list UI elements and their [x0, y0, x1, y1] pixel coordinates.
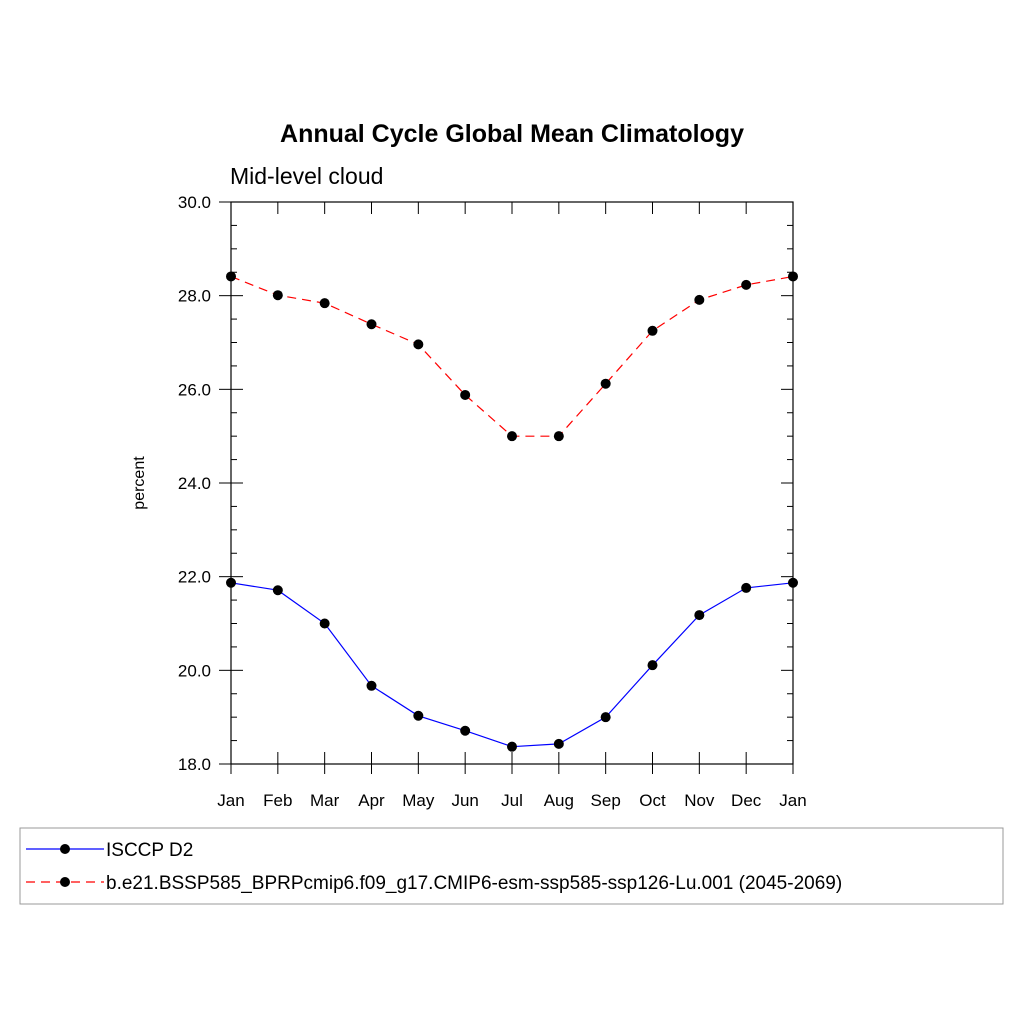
- series-0-point: [553, 738, 564, 749]
- series-0-point: [226, 577, 236, 588]
- series-0-point: [647, 660, 658, 671]
- y-tick-label: 30.0: [178, 193, 211, 212]
- legend: ISCCP D2 b.e21.BSSP585_BPRPcmip6.f09_g17.…: [19, 827, 1004, 905]
- series-layer: [226, 271, 798, 752]
- series-0-point: [507, 741, 517, 752]
- series-1-point: [553, 431, 564, 442]
- legend-label-0: ISCCP D2: [106, 840, 193, 861]
- y-tick-label: 26.0: [178, 380, 211, 399]
- x-tick-label: May: [402, 791, 435, 810]
- series-0-point: [272, 585, 283, 596]
- y-tick-label: 22.0: [178, 568, 211, 587]
- x-tick-label: Nov: [684, 791, 715, 810]
- series-0-point: [319, 618, 330, 629]
- series-1-point: [694, 294, 705, 305]
- axes-layer: 18.0 20.0 22.0 24.0 26.0 28.0 30.0 Jan Feb Mar Apr…: [178, 193, 807, 810]
- x-tick-label: Mar: [310, 791, 340, 810]
- series-1-point: [507, 431, 517, 442]
- legend-label-1: b.e21.BSSP585_BPRPcmip6.f09_g17.CMIP6-es…: [106, 873, 842, 894]
- legend-marker-1: [60, 877, 70, 887]
- series-0-point: [460, 725, 471, 736]
- series-1-point: [741, 279, 752, 290]
- x-tick-label: Apr: [358, 791, 385, 810]
- x-tick-label: Aug: [544, 791, 574, 810]
- series-0-point: [788, 577, 798, 588]
- series-1-point: [413, 339, 424, 350]
- series-1-point: [319, 298, 330, 309]
- series-line-1: [230, 275, 794, 437]
- y-tick-label: 20.0: [178, 661, 211, 680]
- series-0-point: [600, 712, 611, 723]
- series-1-point: [647, 325, 658, 336]
- y-tick-label: 18.0: [178, 755, 211, 774]
- x-tick-label: Jan: [779, 791, 806, 810]
- x-tick-label: Oct: [639, 791, 666, 810]
- series-0-point: [413, 710, 424, 721]
- x-tick-label: Jul: [501, 791, 523, 810]
- y-axis-label: percent: [131, 456, 148, 510]
- y-tick-label: 24.0: [178, 474, 211, 493]
- series-0-point: [366, 680, 377, 691]
- series-1-point: [366, 319, 377, 330]
- series-0-point: [741, 582, 752, 593]
- series-1-point: [460, 389, 471, 400]
- plot-frame: [230, 201, 794, 765]
- x-tick-label: Jun: [451, 791, 478, 810]
- chart-subtitle: Mid-level cloud: [230, 163, 383, 189]
- y-tick-label: 28.0: [178, 287, 211, 306]
- series-1-point: [226, 271, 236, 282]
- chart-title: Annual Cycle Global Mean Climatology: [280, 120, 744, 148]
- legend-box: [19, 827, 1004, 905]
- x-tick-label: Dec: [731, 791, 762, 810]
- series-1-point: [600, 378, 611, 389]
- x-tick-label: Sep: [591, 791, 621, 810]
- series-0-point: [694, 610, 705, 621]
- legend-marker-0: [60, 844, 70, 854]
- x-tick-label: Jan: [217, 791, 244, 810]
- series-line-0: [230, 582, 794, 748]
- x-tick-label: Feb: [263, 791, 292, 810]
- series-1-point: [788, 271, 798, 282]
- series-1-point: [272, 290, 283, 301]
